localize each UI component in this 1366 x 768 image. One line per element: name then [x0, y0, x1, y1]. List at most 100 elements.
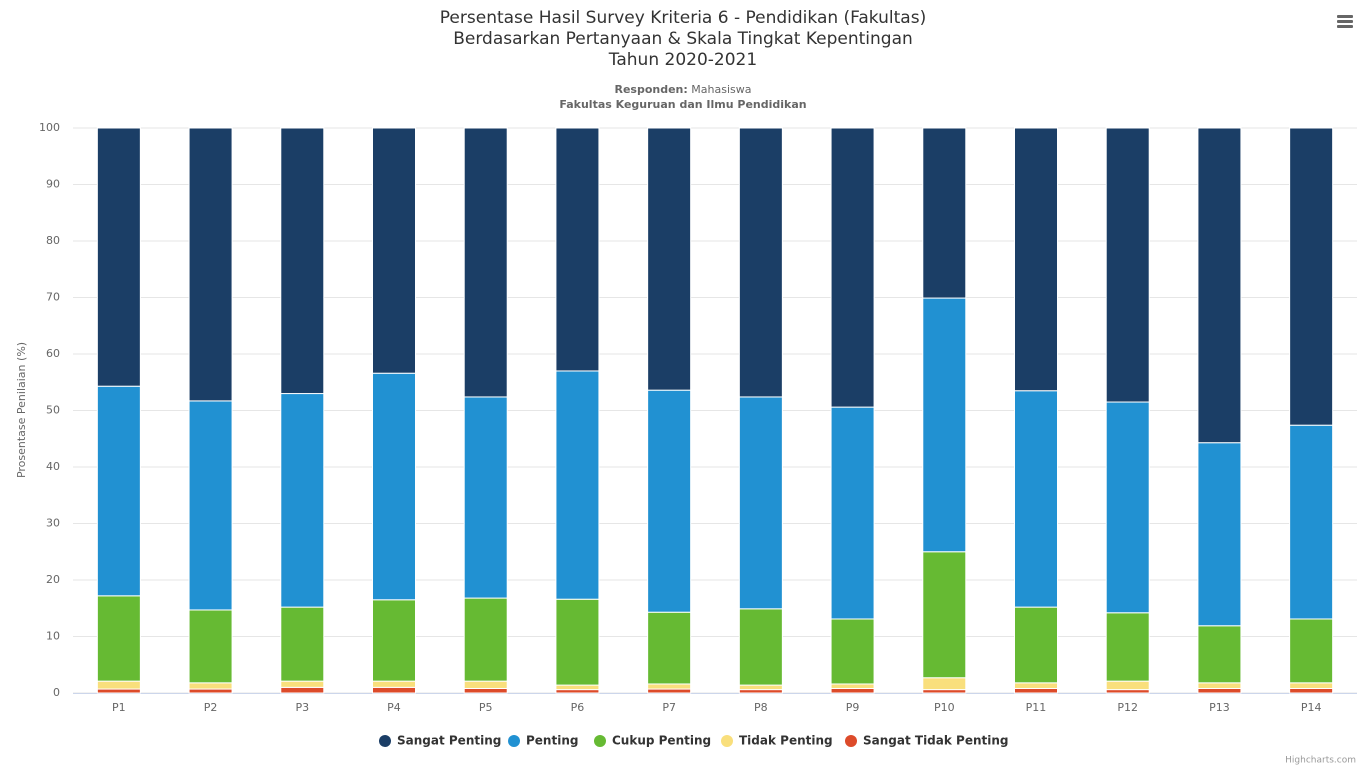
bar-segment — [96, 595, 141, 682]
bar-segment — [647, 389, 692, 613]
y-tick-label: 10 — [46, 630, 60, 643]
chart-title: Berdasarkan Pertanyaan & Skala Tingkat K… — [453, 29, 913, 49]
chart-title: Tahun 2020-2021 — [608, 50, 757, 70]
legend-marker — [721, 735, 733, 747]
bar-segment — [463, 687, 508, 694]
credits[interactable]: Highcharts.com — [1285, 756, 1356, 766]
bar-segment — [188, 609, 233, 684]
bar-segment — [738, 608, 783, 686]
bar-segment — [1197, 682, 1242, 689]
x-tick-label: P12 — [1117, 701, 1138, 714]
bar-segment — [647, 127, 692, 391]
y-tick-label: 50 — [46, 404, 60, 417]
y-tick-label: 100 — [39, 121, 60, 134]
bar-segment — [1105, 612, 1150, 682]
bar-segment — [188, 682, 233, 690]
bar-segment — [188, 127, 233, 402]
bar-segment — [830, 127, 875, 408]
bar-segment — [280, 127, 325, 395]
legend-marker — [594, 735, 606, 747]
bar-segment — [96, 688, 141, 694]
bar-segment — [830, 683, 875, 689]
bar-segment — [1197, 127, 1242, 444]
y-tick-label: 20 — [46, 573, 60, 586]
bar-segment — [96, 680, 141, 690]
x-tick-label: P6 — [571, 701, 585, 714]
bar-segment — [1014, 127, 1058, 392]
legend-label[interactable]: Cukup Penting — [612, 734, 711, 748]
x-tick-label: P11 — [1026, 701, 1047, 714]
x-tick-label: P3 — [295, 701, 309, 714]
bar-segment — [830, 687, 875, 694]
bar-segment — [830, 406, 875, 620]
chart-title: Persentase Hasil Survey Kriteria 6 - Pen… — [440, 8, 926, 28]
subtitle: Fakultas Keguruan dan Ilmu Pendidikan — [559, 98, 806, 111]
y-tick-label: 70 — [46, 291, 60, 304]
legend-label[interactable]: Sangat Tidak Penting — [863, 734, 1009, 748]
bar-segment — [1014, 390, 1058, 608]
y-tick-label: 0 — [53, 686, 60, 699]
bar-segment — [372, 680, 416, 688]
legend-label[interactable]: Penting — [526, 734, 578, 748]
bar-segment — [922, 551, 967, 679]
bar-segment — [1289, 687, 1334, 694]
bar-segment — [372, 372, 416, 601]
bar-segment — [280, 680, 325, 688]
bar-segment — [463, 680, 508, 689]
bar-segment — [1105, 680, 1150, 691]
bar-segment — [372, 599, 416, 682]
x-tick-label: P1 — [112, 701, 126, 714]
y-tick-label: 80 — [46, 234, 60, 247]
bar-segment — [647, 683, 692, 690]
legend-label[interactable]: Sangat Penting — [397, 734, 501, 748]
y-tick-label: 30 — [46, 517, 60, 530]
x-tick-label: P9 — [846, 701, 860, 714]
x-tick-label: P13 — [1209, 701, 1230, 714]
y-axis-label: Prosentase Penilaian (%) — [15, 342, 28, 478]
x-tick-label: P7 — [662, 701, 676, 714]
legend-marker — [508, 735, 520, 747]
bar-segment — [1014, 606, 1058, 684]
x-tick-label: P8 — [754, 701, 768, 714]
legend-label[interactable]: Tidak Penting — [739, 734, 833, 748]
bar-segment — [738, 689, 783, 694]
legend-marker — [379, 735, 391, 747]
bar-segment — [1014, 682, 1058, 689]
bar-segment — [1014, 687, 1058, 694]
bar-segment — [463, 597, 508, 682]
bar-segment — [555, 684, 600, 691]
subtitle-value: Mahasiswa — [691, 83, 751, 96]
bar-segment — [555, 689, 600, 694]
bar-segment — [188, 688, 233, 694]
x-tick-label: P2 — [204, 701, 218, 714]
bar-segment — [555, 127, 600, 372]
bar-segment — [463, 127, 508, 398]
bar-segment — [1197, 442, 1242, 627]
bar-segment — [922, 689, 967, 694]
y-tick-label: 60 — [46, 347, 60, 360]
bar-segment — [647, 611, 692, 685]
bar-segment — [830, 618, 875, 685]
bar-segment — [647, 688, 692, 694]
bar-segment — [922, 127, 967, 299]
bar-segment — [463, 396, 508, 599]
bar-segment — [738, 684, 783, 691]
menu-button[interactable] — [1337, 15, 1353, 28]
bar-segment — [1289, 127, 1334, 426]
bar-segment — [922, 297, 967, 553]
legend-marker — [845, 735, 857, 747]
bar-segment — [280, 606, 325, 682]
bar-segment — [96, 127, 141, 387]
bar-segment — [1289, 424, 1334, 620]
subtitle-label: Responden: — [614, 83, 687, 96]
subtitle: Responden: Mahasiswa — [614, 83, 751, 96]
bar-segment — [1105, 127, 1150, 403]
bar-segment — [372, 127, 416, 374]
x-tick-label: P5 — [479, 701, 493, 714]
bar-segment — [922, 677, 967, 691]
bar-segment — [555, 370, 600, 600]
bar-segment — [1105, 689, 1150, 694]
bar-segment — [188, 400, 233, 611]
bar-segment — [372, 686, 416, 694]
